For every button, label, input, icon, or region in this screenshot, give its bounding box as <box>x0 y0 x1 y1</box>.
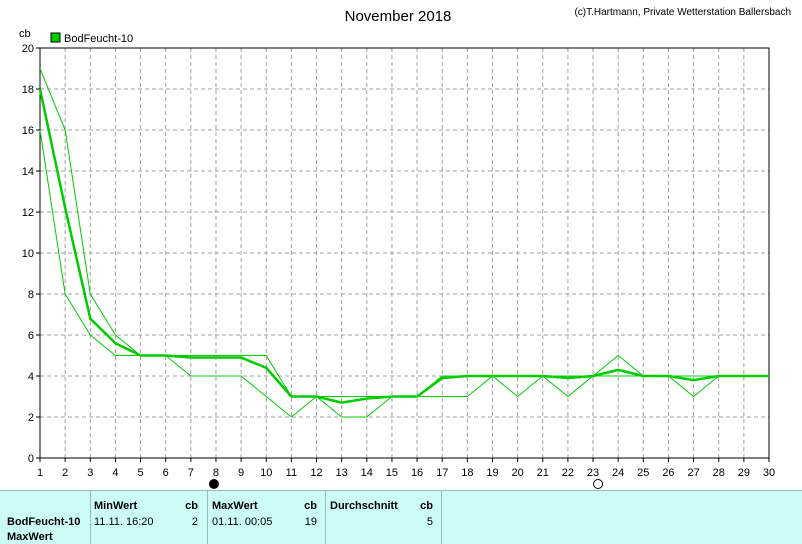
x-tick-label: 20 <box>511 467 523 479</box>
x-tick-label: 17 <box>436 467 448 479</box>
x-tick-label: 4 <box>112 467 118 479</box>
x-tick-label: 12 <box>310 467 322 479</box>
x-tick-label: 24 <box>612 467 624 479</box>
x-tick-label: 29 <box>738 467 750 479</box>
axes <box>36 47 770 462</box>
avg-unit: cb <box>420 500 433 512</box>
x-tick-label: 22 <box>562 467 574 479</box>
x-tick-label: 9 <box>238 467 244 479</box>
y-tick-label: 20 <box>22 43 34 55</box>
x-tick-label: 21 <box>537 467 549 479</box>
min-value: 2 <box>191 516 198 528</box>
y-tick-label: 2 <box>28 412 34 424</box>
max-time: 01.11. 00:05 <box>212 516 273 528</box>
avg-value: 5 <box>426 516 433 528</box>
x-tick-label: 3 <box>87 467 93 479</box>
x-tick-label: 6 <box>163 467 169 479</box>
x-tick-label: 16 <box>411 467 423 479</box>
y-tick-label: 16 <box>22 125 34 137</box>
chart: November 2018 (c)T.Hartmann, Private Wet… <box>19 7 791 489</box>
y-tick-label: 8 <box>28 289 34 301</box>
x-tick-label: 19 <box>486 467 498 479</box>
y-tick-label: 6 <box>28 330 34 342</box>
y-tick-label: 12 <box>22 207 34 219</box>
x-tick-label: 26 <box>662 467 674 479</box>
stats-row-name-2: MaxWert <box>7 531 53 543</box>
y-tick-label: 0 <box>28 453 34 465</box>
x-tick-label: 13 <box>336 467 348 479</box>
min-time: 11.11. 16:20 <box>94 516 154 528</box>
stats-divider <box>90 491 91 544</box>
series-lines <box>38 68 769 418</box>
x-tick-label: 11 <box>286 467 297 479</box>
max-unit: cb <box>304 500 317 512</box>
x-tick-label: 18 <box>461 467 473 479</box>
stats-panel: BodFeucht-10 MaxWert MinWert cb 11.11. 1… <box>0 490 802 544</box>
x-tick-label: 23 <box>587 467 599 479</box>
credit-text: (c)T.Hartmann, Private Wetterstation Bal… <box>574 7 791 18</box>
chart-title: November 2018 <box>345 8 452 25</box>
x-tick-label: 28 <box>713 467 725 479</box>
legend-label: BodFeucht-10 <box>64 33 133 45</box>
y-tick-label: 4 <box>28 371 34 383</box>
x-tick-label: 30 <box>763 467 775 479</box>
y-tick-labels: 0 2 4 6 8 10 12 14 16 18 20 <box>22 43 34 465</box>
max-value: 19 <box>304 516 317 528</box>
grid <box>40 48 769 458</box>
x-tick-label: 2 <box>62 467 68 479</box>
x-tick-label: 5 <box>137 467 143 479</box>
y-tick-label: 10 <box>22 248 34 260</box>
stats-divider <box>207 491 208 544</box>
legend-swatch <box>50 32 61 43</box>
y-tick-label: 18 <box>22 84 34 96</box>
x-tick-label: 15 <box>386 467 398 479</box>
series-line-min <box>39 129 769 418</box>
stats-divider <box>325 491 326 544</box>
stats-row-name: BodFeucht-10 <box>7 516 81 528</box>
new-moon-marker <box>208 479 219 489</box>
stats-divider <box>441 491 442 544</box>
x-tick-label: 7 <box>188 467 194 479</box>
avg-header: Durchschnitt <box>330 500 398 512</box>
y-axis-label: cb <box>19 28 31 40</box>
min-header: MinWert <box>94 500 138 512</box>
min-unit: cb <box>185 500 198 512</box>
x-tick-label: 25 <box>637 467 649 479</box>
y-tick-label: 14 <box>22 166 34 178</box>
x-tick-label: 1 <box>37 467 43 479</box>
x-tick-label: 10 <box>260 467 272 479</box>
x-tick-label: 14 <box>361 467 373 479</box>
full-moon-marker <box>593 479 604 489</box>
x-tick-label: 27 <box>687 467 699 479</box>
x-tick-label: 8 <box>213 467 219 479</box>
max-header: MaxWert <box>212 500 258 512</box>
series-line-max <box>39 68 769 397</box>
x-tick-labels: 1 2 3 4 5 6 7 8 9 10 11 12 13 14 15 16 17 18 19 20 21 22 23 24 2… <box>37 467 775 479</box>
markers <box>208 479 604 489</box>
